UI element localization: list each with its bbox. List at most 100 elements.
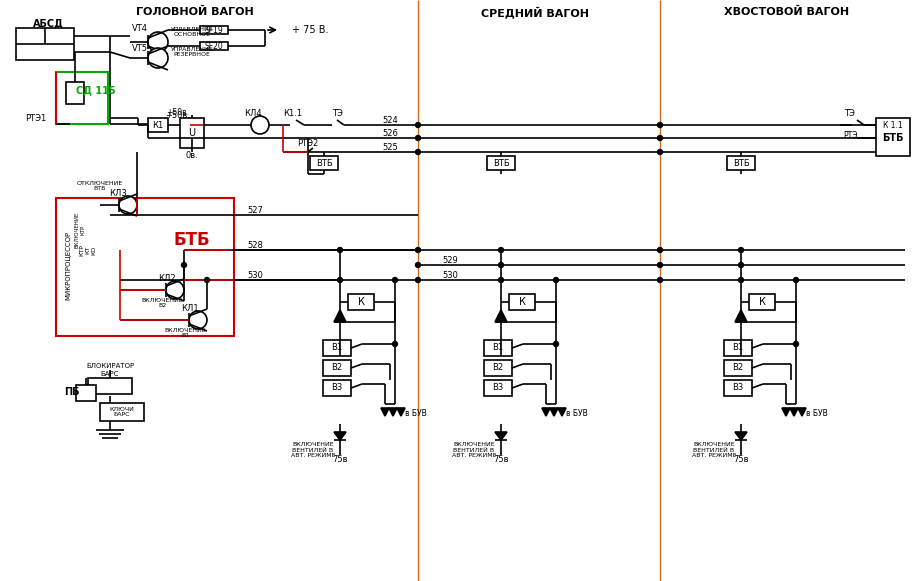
Circle shape	[204, 278, 209, 282]
Circle shape	[554, 342, 558, 346]
Polygon shape	[558, 408, 566, 416]
Circle shape	[392, 342, 397, 346]
Text: ГОЛОВНОЙ ВАГОН: ГОЛОВНОЙ ВАГОН	[136, 7, 254, 17]
Text: РТЭ: РТЭ	[844, 131, 858, 139]
Bar	[56, 72, 108, 124]
Text: МИКРОПРОЦЕССОР: МИКРОПРОЦЕССОР	[65, 231, 71, 300]
Polygon shape	[381, 408, 389, 416]
Bar	[180, 118, 204, 148]
Text: КЛ1: КЛ1	[182, 303, 199, 313]
Text: РТЭ2: РТЭ2	[297, 138, 318, 148]
Text: УПРАВЛЕНИЕ
РЕЗЕРВНОЕ: УПРАВЛЕНИЕ РЕЗЕРВНОЕ	[171, 46, 214, 58]
Polygon shape	[790, 408, 798, 416]
Text: 0в.: 0в.	[185, 150, 198, 160]
Text: СД 115: СД 115	[76, 85, 116, 95]
Circle shape	[251, 116, 269, 134]
Text: К1: К1	[152, 120, 163, 130]
Circle shape	[415, 263, 421, 267]
Circle shape	[657, 149, 662, 155]
Circle shape	[499, 263, 503, 267]
Circle shape	[657, 248, 662, 253]
Polygon shape	[798, 408, 806, 416]
Text: + 75 В.: + 75 В.	[292, 25, 328, 35]
Polygon shape	[334, 310, 346, 322]
Text: ПБ: ПБ	[64, 387, 80, 397]
Bar	[200, 42, 228, 50]
Text: ВТБ: ВТБ	[492, 159, 509, 167]
Polygon shape	[542, 408, 550, 416]
Bar	[509, 294, 535, 310]
Text: В1: В1	[492, 343, 503, 353]
Bar	[66, 82, 84, 104]
Text: БТБ: БТБ	[882, 133, 904, 143]
Circle shape	[415, 278, 421, 282]
Bar	[100, 403, 144, 421]
Circle shape	[657, 135, 662, 141]
Text: 528: 528	[247, 241, 263, 249]
Text: +50в.: +50в.	[167, 107, 190, 117]
Text: 527: 527	[247, 206, 263, 214]
Text: ВКЛЮЧЕНИЕ
ВЕНТИЛЕЙ В
АВТ. РЕЖИМЕ: ВКЛЮЧЕНИЕ ВЕНТИЛЕЙ В АВТ. РЕЖИМЕ	[691, 442, 736, 458]
Text: В2: В2	[733, 364, 744, 372]
Bar	[348, 294, 374, 310]
Circle shape	[657, 263, 662, 267]
Text: 525: 525	[382, 142, 398, 152]
Text: ОТКЛЮЧЕНИЕ
ВТБ: ОТКЛЮЧЕНИЕ ВТБ	[77, 181, 123, 191]
Circle shape	[415, 149, 421, 155]
Circle shape	[657, 123, 662, 127]
Bar	[16, 28, 74, 60]
Text: В3: В3	[331, 383, 343, 393]
Text: VT5: VT5	[132, 44, 148, 52]
Circle shape	[337, 278, 343, 282]
Bar	[88, 378, 132, 394]
Text: БЛОКИРАТОР
БАРС: БЛОКИРАТОР БАРС	[86, 364, 134, 376]
Text: КЛ2: КЛ2	[159, 274, 176, 282]
Polygon shape	[397, 408, 405, 416]
Bar	[310, 156, 338, 170]
Bar	[484, 340, 512, 356]
Bar	[727, 156, 755, 170]
Bar	[484, 380, 512, 396]
Text: 526: 526	[382, 128, 398, 138]
Text: в БУВ: в БУВ	[566, 410, 588, 418]
Text: В1: В1	[733, 343, 744, 353]
Text: КО: КО	[92, 245, 96, 254]
Text: ТЭ: ТЭ	[844, 109, 855, 117]
Text: в БУВ: в БУВ	[405, 410, 427, 418]
Circle shape	[793, 342, 799, 346]
Polygon shape	[334, 432, 346, 440]
Bar	[749, 294, 775, 310]
Polygon shape	[782, 408, 790, 416]
Bar	[323, 360, 351, 376]
Circle shape	[657, 278, 662, 282]
Text: КТР: КТР	[80, 244, 84, 256]
Text: 530: 530	[247, 271, 263, 279]
Circle shape	[337, 248, 343, 253]
Text: ТЭ: ТЭ	[332, 109, 342, 117]
Text: 75в: 75в	[734, 456, 749, 464]
Text: СРЕДНИЙ ВАГОН: СРЕДНИЙ ВАГОН	[481, 6, 589, 18]
Text: К: К	[518, 297, 525, 307]
Circle shape	[166, 281, 184, 299]
Text: К 1.1: К 1.1	[883, 120, 903, 130]
Text: В3: В3	[733, 383, 744, 393]
Bar	[724, 360, 752, 376]
Text: В2: В2	[331, 364, 343, 372]
Text: КЛЮЧИ
БАРС: КЛЮЧИ БАРС	[109, 407, 135, 417]
Text: в БУВ: в БУВ	[806, 410, 828, 418]
Text: КЛ4: КЛ4	[244, 109, 262, 117]
Circle shape	[189, 311, 207, 329]
Text: В3: В3	[492, 383, 503, 393]
Bar	[323, 380, 351, 396]
Circle shape	[148, 32, 168, 52]
Text: В1: В1	[331, 343, 343, 353]
Text: УПРАВЛЕНИЕ
ОСНОВНОЕ: УПРАВЛЕНИЕ ОСНОВНОЕ	[171, 27, 214, 37]
Text: ВКЛЮЧЕНИЕ
КТР: ВКЛЮЧЕНИЕ КТР	[74, 212, 85, 248]
Text: ВКЛЮЧЕНИЕ
ВЕНТИЛЕЙ В
АВТ. РЕЖИМЕ: ВКЛЮЧЕНИЕ ВЕНТИЛЕЙ В АВТ. РЕЖИМЕ	[452, 442, 496, 458]
Text: SF19: SF19	[204, 26, 224, 34]
Bar	[56, 198, 234, 336]
Polygon shape	[495, 310, 507, 322]
Text: 75в: 75в	[493, 456, 509, 464]
Circle shape	[415, 135, 421, 141]
Text: +50в.: +50в.	[166, 110, 191, 120]
